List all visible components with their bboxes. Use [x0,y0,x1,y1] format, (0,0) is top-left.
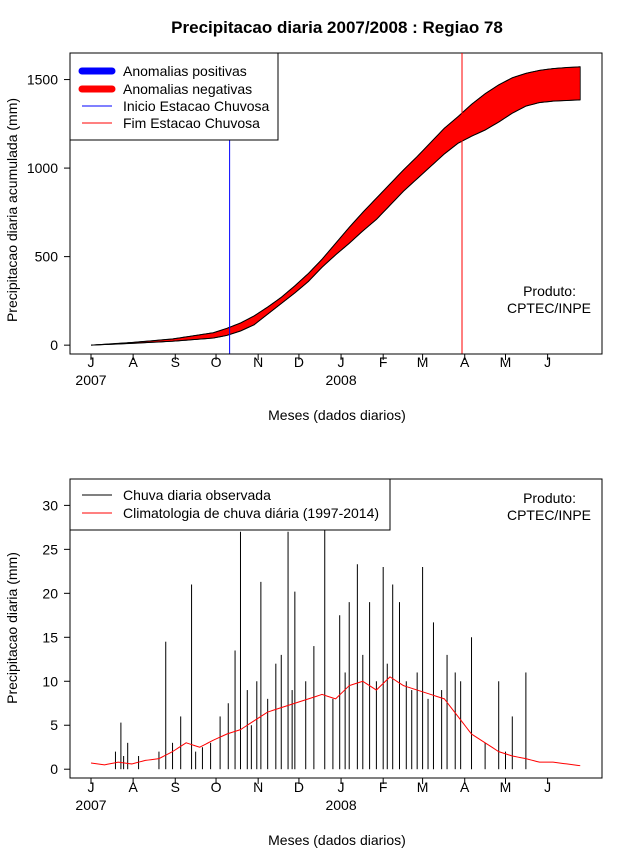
legend-end: Fim Estacao Chuvosa [123,115,260,131]
y-tick-label: 5 [50,717,58,733]
y-tick-label: 0 [50,337,58,353]
x-tick-label: O [211,779,222,795]
x-tick-label: J [88,354,95,370]
x-tick-label: A [460,354,470,370]
x-tick-label: J [88,779,95,795]
x-tick-label: F [379,779,388,795]
top-annotation-line2: CPTEC/INPE [507,300,591,316]
climatology-cumulative-line [90,66,581,346]
y-tick-label: 10 [42,673,58,689]
x-tick-label: O [211,354,222,370]
legend-negative: Anomalias negativas [123,81,252,97]
y-tick-label: 1500 [27,72,58,88]
year-label: 2007 [75,797,106,813]
x-tick-label: A [128,779,138,795]
bottom-annotation-line1: Produto: [523,490,576,506]
y-tick-label: 30 [42,497,58,513]
x-tick-label: A [128,354,138,370]
x-tick-label: J [338,354,345,370]
y-tick-label: 500 [35,249,59,265]
x-tick-label: M [500,779,512,795]
x-tick-label: J [544,354,551,370]
legend-climatology: Climatologia de chuva diária (1997-2014) [123,505,379,521]
x-tick-label: S [171,779,180,795]
bottom-x-axis-label: Meses (dados diarios) [268,832,406,848]
year-label: 2008 [325,372,356,388]
y-tick-label: 0 [50,761,58,777]
x-tick-label: S [171,354,180,370]
year-label: 2008 [325,797,356,813]
y-tick-label: 20 [42,585,58,601]
bottom-y-axis-label: Precipitacao diaria (mm) [4,552,20,704]
observed-cumulative-line [90,99,581,346]
legend-start: Inicio Estacao Chuvosa [123,98,270,114]
bottom-legend-box [69,478,391,531]
x-tick-label: A [460,779,470,795]
legend-observed: Chuva diaria observada [123,487,271,503]
climatology-daily-line [90,676,581,767]
legend-positive: Anomalias positivas [123,63,247,79]
x-tick-label: J [338,779,345,795]
x-tick-label: M [500,354,512,370]
x-tick-label: N [253,354,263,370]
year-label: 2007 [75,372,106,388]
x-tick-label: J [544,779,551,795]
x-tick-label: M [417,779,429,795]
x-tick-label: F [379,354,388,370]
y-tick-label: 15 [42,629,58,645]
x-tick-label: M [417,354,429,370]
top-y-axis-label: Precipitacao diaria acumulada (mm) [4,98,20,322]
bottom-annotation-line2: CPTEC/INPE [507,507,591,523]
x-tick-label: D [294,779,304,795]
top-plot-content: 0 500 1000 1500 J A S O N D J F M A M J 2007 2008 [27,53,581,388]
y-tick-label: 1000 [27,160,58,176]
x-tick-label: D [294,354,304,370]
top-annotation-line1: Produto: [523,283,576,299]
x-tick-label: N [253,779,263,795]
top-x-axis-label: Meses (dados diarios) [268,407,406,423]
y-tick-label: 25 [42,541,58,557]
chart-title: Precipitacao diaria 2007/2008 : Regiao 7… [171,18,503,37]
bottom-plot-content: 0 5 10 15 20 25 30 J A S O N D J F M A M J 2007 2008 [42,487,581,813]
